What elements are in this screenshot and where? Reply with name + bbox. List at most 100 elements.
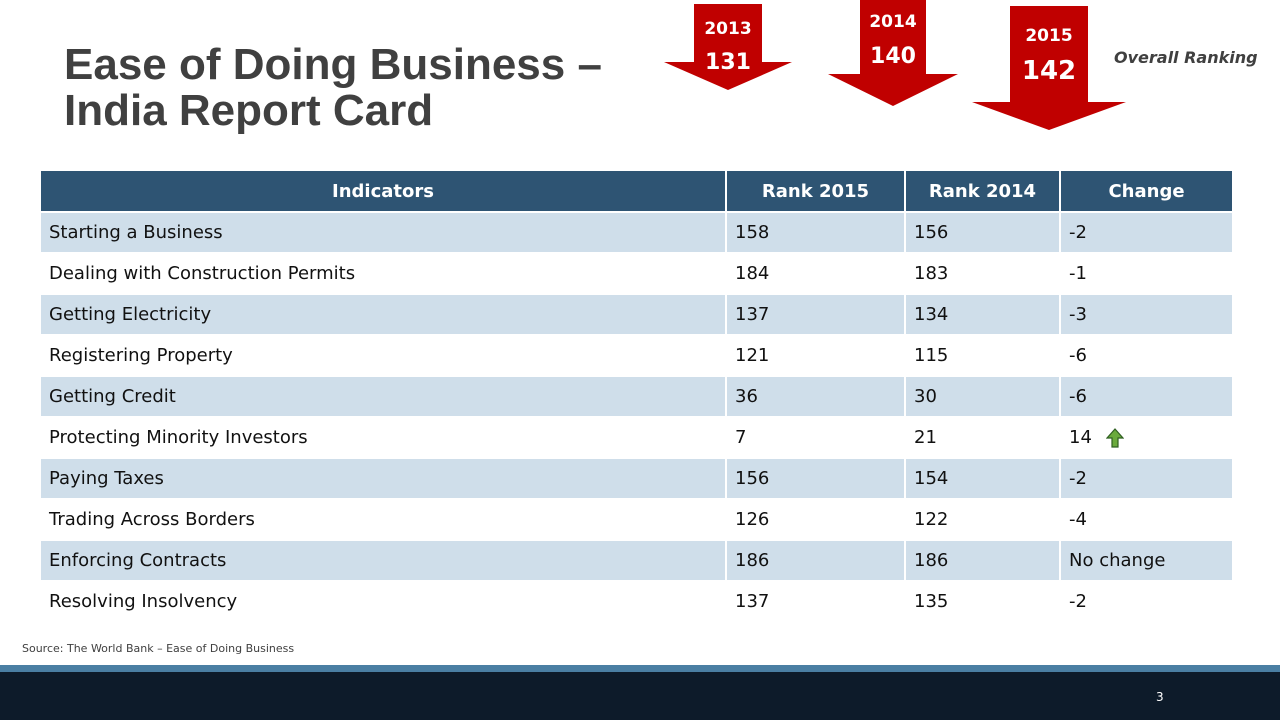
cell-change: -2 <box>1060 212 1232 254</box>
down-arrow-icon <box>972 6 1126 130</box>
cell-text: 183 <box>914 263 949 284</box>
cell-change: -6 <box>1060 376 1232 418</box>
cell-text: 184 <box>735 263 770 284</box>
cell-text: -6 <box>1069 345 1087 366</box>
table-row: Dealing with Construction Permits 184 183 -… <box>41 253 1232 295</box>
arrow-rank: 140 <box>870 44 916 69</box>
footer-accent-band <box>0 665 1280 672</box>
cell-change: -3 <box>1060 294 1232 336</box>
table-row: Trading Across Borders 126 122 -4 <box>41 499 1232 541</box>
cell-change: No change <box>1060 540 1232 582</box>
source-note: Source: The World Bank – Ease of Doing B… <box>22 642 295 655</box>
ranking-arrow-2014: 2014 140 <box>828 0 958 106</box>
cell-text: Trading Across Borders <box>49 509 255 530</box>
cell-text: 21 <box>914 427 937 448</box>
table-row: Getting Electricity 137 134 -3 <box>41 294 1232 336</box>
cell-indicator: Trading Across Borders <box>41 499 727 541</box>
cell-rank-2014: 122 <box>905 499 1061 541</box>
cell-text: 126 <box>735 509 770 530</box>
cell-text: Resolving Insolvency <box>49 591 238 612</box>
cell-rank-2014: 186 <box>905 540 1061 582</box>
cell-text: Dealing with Construction Permits <box>49 263 356 284</box>
footer-bar <box>0 672 1280 720</box>
cell-indicator: Getting Credit <box>41 376 727 418</box>
cell-text: Getting Electricity <box>49 304 212 325</box>
cell-text: 156 <box>735 468 770 489</box>
cell-change: -2 <box>1060 458 1232 500</box>
cell-rank-2014: 135 <box>905 581 1061 623</box>
cell-text: 137 <box>735 304 770 325</box>
cell-rank-2014: 21 <box>905 417 1061 459</box>
cell-rank-2015: 137 <box>726 581 906 623</box>
arrow-rank: 131 <box>705 50 751 75</box>
cell-text: 158 <box>735 222 770 243</box>
cell-rank-2015: 186 <box>726 540 906 582</box>
cell-text: No change <box>1069 550 1166 571</box>
cell-text: 122 <box>914 509 949 530</box>
table-row: Protecting Minority Investors 7 21 14 <box>41 417 1232 459</box>
report-card-table: Indicators Rank 2015 Rank 2014 Change St… <box>41 171 1232 623</box>
cell-text: 30 <box>914 386 937 407</box>
header-rank-2014: Rank 2014 <box>905 171 1061 213</box>
cell-rank-2014: 134 <box>905 294 1061 336</box>
overall-ranking-label: Overall Ranking <box>1114 48 1258 67</box>
cell-text: Starting a Business <box>49 222 223 243</box>
cell-rank-2015: 121 <box>726 335 906 377</box>
cell-indicator: Getting Electricity <box>41 294 727 336</box>
cell-text: Paying Taxes <box>49 468 164 489</box>
cell-indicator: Registering Property <box>41 335 727 377</box>
cell-change: -4 <box>1060 499 1232 541</box>
cell-text: 134 <box>914 304 949 325</box>
cell-text: 14 <box>1069 427 1092 448</box>
cell-rank-2014: 115 <box>905 335 1061 377</box>
cell-change: -2 <box>1060 581 1232 623</box>
cell-rank-2015: 137 <box>726 294 906 336</box>
ranking-arrow-2015: 2015 142 <box>972 6 1126 130</box>
cell-text: Enforcing Contracts <box>49 550 227 571</box>
cell-indicator: Protecting Minority Investors <box>41 417 727 459</box>
cell-text: Getting Credit <box>49 386 176 407</box>
header-indicators: Indicators <box>41 171 727 213</box>
arrow-rank: 142 <box>1021 56 1077 86</box>
title-line-1: Ease of Doing Business – <box>64 40 602 89</box>
cell-indicator: Resolving Insolvency <box>41 581 727 623</box>
cell-text: 36 <box>735 386 758 407</box>
cell-text: -3 <box>1069 304 1087 325</box>
down-arrow-icon <box>828 0 958 106</box>
cell-text: Registering Property <box>49 345 233 366</box>
cell-text: -2 <box>1069 222 1087 243</box>
down-arrow-icon <box>664 4 792 90</box>
header-rank-2015: Rank 2015 <box>726 171 906 213</box>
cell-rank-2015: 184 <box>726 253 906 295</box>
cell-change: -1 <box>1060 253 1232 295</box>
cell-text: -6 <box>1069 386 1087 407</box>
cell-change: 14 <box>1060 417 1232 459</box>
cell-text: -4 <box>1069 509 1087 530</box>
table-row: Registering Property 121 115 -6 <box>41 335 1232 377</box>
cell-indicator: Enforcing Contracts <box>41 540 727 582</box>
cell-text: 7 <box>735 427 747 448</box>
cell-text: 186 <box>735 550 770 571</box>
table-row: Getting Credit 36 30 -6 <box>41 376 1232 418</box>
cell-rank-2014: 30 <box>905 376 1061 418</box>
cell-rank-2015: 126 <box>726 499 906 541</box>
slide-title: Ease of Doing Business – India Report Ca… <box>64 42 602 134</box>
table-row: Enforcing Contracts 186 186 No change <box>41 540 1232 582</box>
up-arrow-icon <box>1105 428 1124 448</box>
cell-rank-2014: 156 <box>905 212 1061 254</box>
cell-rank-2015: 158 <box>726 212 906 254</box>
cell-rank-2014: 183 <box>905 253 1061 295</box>
table-body: Starting a Business 158 156 -2 Dealing with … <box>41 212 1232 623</box>
title-line-2: India Report Card <box>64 86 434 135</box>
cell-text: -1 <box>1069 263 1087 284</box>
cell-text: -2 <box>1069 591 1087 612</box>
cell-text: 137 <box>735 591 770 612</box>
page-number: 3 <box>1156 690 1164 704</box>
cell-rank-2014: 154 <box>905 458 1061 500</box>
cell-rank-2015: 156 <box>726 458 906 500</box>
cell-text: 135 <box>914 591 949 612</box>
arrow-year: 2014 <box>869 12 917 32</box>
cell-rank-2015: 36 <box>726 376 906 418</box>
ranking-arrow-2013: 2013 131 <box>664 4 792 90</box>
header-change: Change <box>1060 171 1232 213</box>
